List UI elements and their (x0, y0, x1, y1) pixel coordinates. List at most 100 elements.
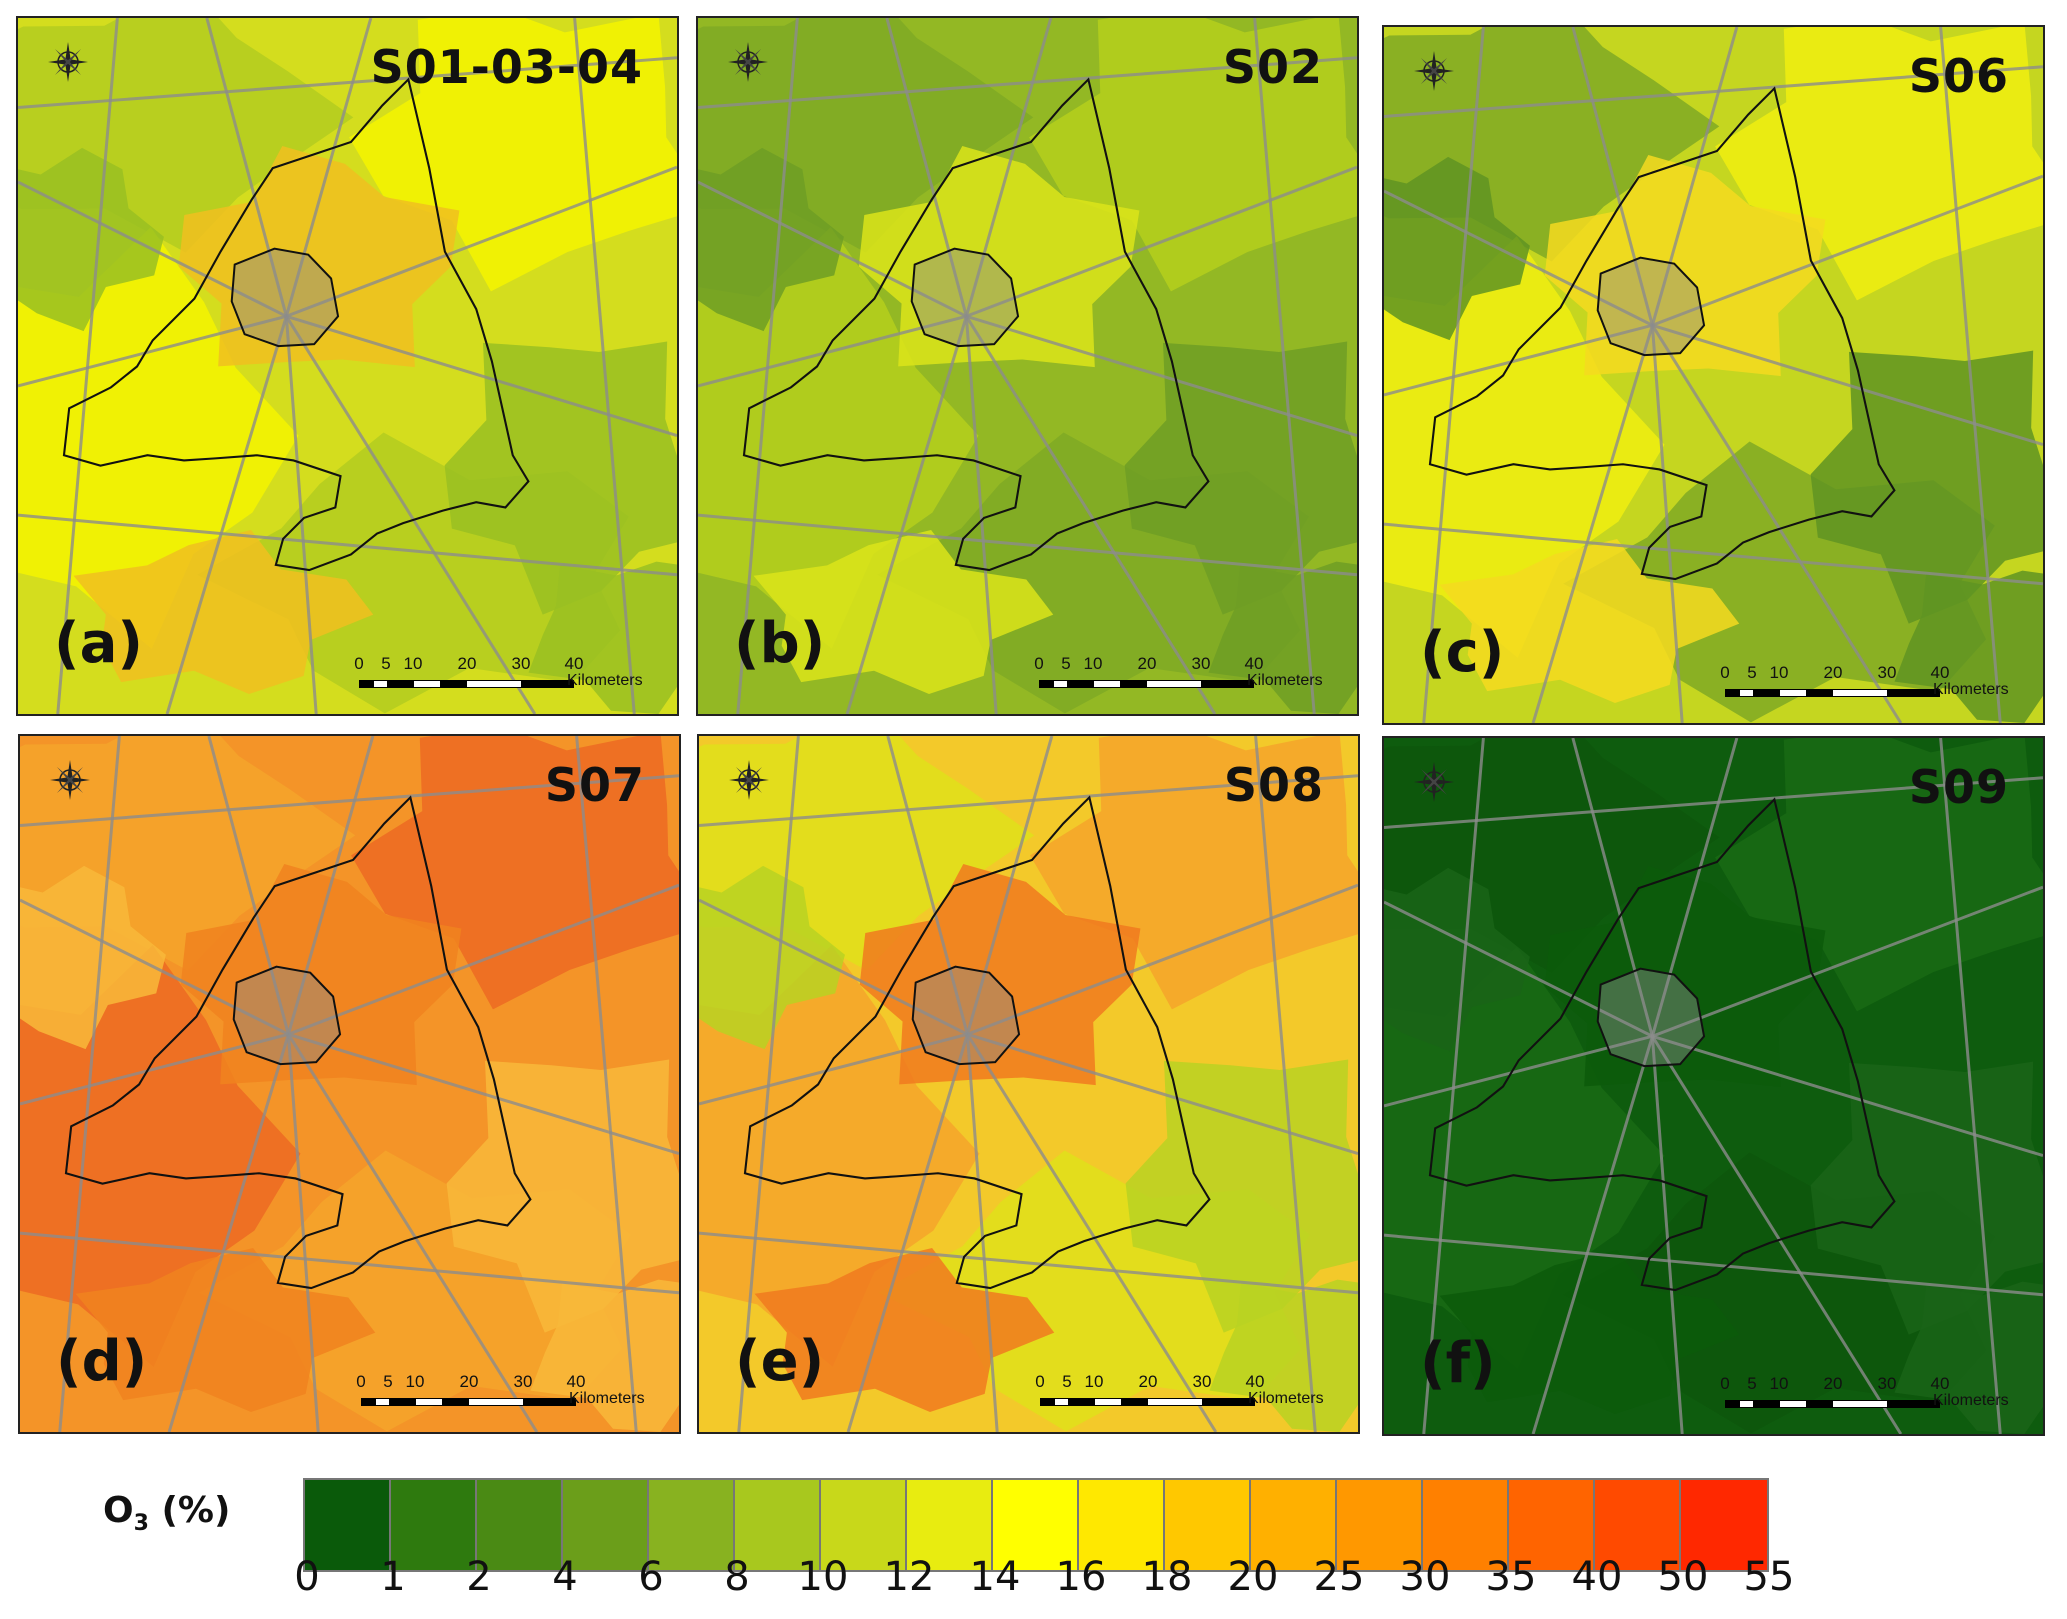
road (284, 316, 318, 714)
scale-unit: Kilometers (567, 672, 643, 689)
legend-swatch (1423, 1480, 1509, 1570)
road (1531, 1035, 1654, 1434)
road (1650, 325, 1684, 723)
road (699, 898, 969, 1036)
road (287, 883, 679, 1036)
scale-bar: 0 5 10 20 30 40 Kilometers (1720, 663, 2025, 713)
urban-area (1597, 257, 1705, 356)
legend-tick-label: 55 (1743, 1554, 1795, 1600)
road (965, 1034, 999, 1432)
urban-area (1597, 968, 1705, 1067)
scale-tick: 30 (1877, 1374, 1897, 1393)
legend-swatch (1165, 1480, 1251, 1570)
road (573, 18, 636, 714)
scale-tick: 5 (1062, 1372, 1072, 1391)
legend-tick-label: 2 (466, 1554, 492, 1600)
legend-swatch (563, 1480, 649, 1570)
scale-tick: 20 (457, 654, 477, 673)
concentration-zone (18, 227, 299, 649)
legend-tick-label: 30 (1399, 1554, 1451, 1600)
road (1651, 885, 2043, 1038)
concentration-zone (1384, 947, 1665, 1369)
road (1651, 174, 2043, 327)
panel-letter: (c) (1420, 620, 1505, 685)
region-boundary (1428, 797, 1896, 1292)
scale-tick: 5 (1061, 654, 1071, 673)
scenario-title: S09 (1908, 760, 2009, 814)
map-panel-f: S09 (f) 0 5 10 20 30 40 Kilometers (1382, 736, 2045, 1436)
region-boundary (742, 77, 1210, 572)
legend-tick-label: 4 (552, 1554, 578, 1600)
compass-icon (48, 758, 92, 802)
compass-icon (1412, 760, 1456, 804)
concentration-zone (1894, 570, 2043, 723)
city-boundary (232, 965, 342, 1066)
legend-swatch (1337, 1480, 1423, 1570)
city-boundary (230, 247, 340, 348)
compass-icon (46, 40, 90, 84)
ozone-map (18, 18, 677, 714)
concentration-zone (1030, 736, 1358, 1010)
scale-tick: 10 (1769, 663, 1789, 682)
legend-tick-label: 20 (1227, 1554, 1279, 1600)
scale-unit: Kilometers (1247, 672, 1323, 689)
legend-tick-label: 10 (797, 1554, 849, 1600)
compass-icon (726, 40, 770, 84)
concentration-zone (75, 1248, 376, 1413)
road (205, 18, 288, 317)
road (965, 736, 1054, 1035)
scale-tick: 0 (1720, 1374, 1730, 1393)
road (1531, 324, 1654, 723)
road (285, 165, 677, 318)
concentration-zone (1209, 1279, 1358, 1432)
compass-rose-icon (728, 42, 768, 82)
scale-tick: 20 (459, 1372, 479, 1391)
urban-area (231, 248, 339, 347)
road (58, 736, 121, 1432)
concentration-zone (1715, 738, 2043, 1012)
road (1253, 18, 1316, 714)
concentration-zone (699, 945, 980, 1367)
road (20, 898, 290, 1036)
legend-title: O3 (%) (103, 1490, 230, 1536)
map-panel-c: S06 (c) 0 5 10 20 30 40 Kilometers (1382, 25, 2045, 725)
road (1651, 1035, 1903, 1434)
concentration-zone (1384, 236, 1665, 658)
panel-letter: (f) (1420, 1331, 1496, 1396)
compass-rose-icon (50, 760, 90, 800)
road (1650, 1036, 1684, 1434)
scale-tick: 20 (1137, 654, 1157, 673)
concentration-zone (1384, 867, 1530, 1052)
road (18, 56, 677, 109)
concentration-zone (1544, 865, 1826, 1088)
road (1384, 900, 1654, 1038)
color-legend (303, 1478, 1769, 1572)
road (964, 316, 998, 714)
panel-letter: (d) (56, 1329, 148, 1394)
concentration-zone (1544, 154, 1826, 377)
concentration-zone (1439, 539, 1740, 704)
scenario-title: S08 (1223, 758, 1324, 812)
legend-swatch (649, 1480, 735, 1570)
concentration-zone (859, 863, 1141, 1086)
scale-tick: 30 (511, 654, 531, 673)
scale-tick: 40 (1244, 654, 1264, 673)
road (886, 736, 969, 1035)
concentration-zone (528, 561, 677, 714)
road (207, 736, 290, 1035)
road (1384, 1233, 2043, 1297)
concentration-zone (699, 865, 845, 1050)
road (965, 315, 1217, 714)
scale-bar-graphic (1040, 1398, 1255, 1406)
compass-rose-icon (1414, 51, 1454, 91)
road (966, 1033, 1218, 1432)
scale-bar: 0 5 10 20 30 40 Kilometers (354, 654, 659, 704)
urban-area (911, 248, 1019, 347)
road (286, 1034, 320, 1432)
panel-letter: (e) (735, 1329, 825, 1394)
scale-tick: 10 (1769, 1374, 1789, 1393)
legend-tick-label: 14 (969, 1554, 1021, 1600)
compass-icon (1412, 49, 1456, 93)
scale-tick: 5 (381, 654, 391, 673)
legend-tick-label: 40 (1571, 1554, 1623, 1600)
